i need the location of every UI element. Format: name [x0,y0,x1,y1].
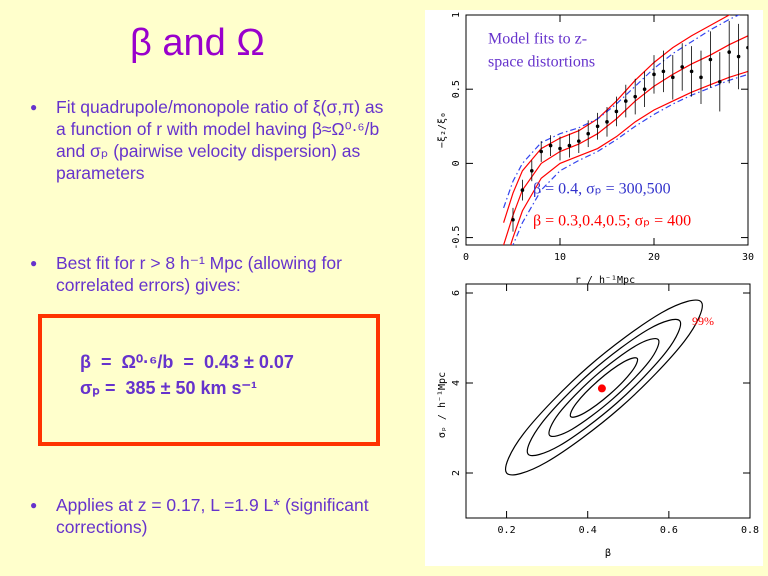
data-point [699,75,703,80]
data-point [567,143,572,148]
bullet-text: Best fit for r > 8 h⁻¹ Mpc (allowing for… [56,253,342,295]
y-tick-label: 0 [451,160,462,166]
chart-panel [425,10,763,566]
plot-area [503,15,748,245]
result-line: β = Ω⁰·⁶/b = 0.43 ± 0.07 [80,352,294,372]
x-tick-label: 10 [554,252,566,263]
bullet: ● Fit quadrupole/monopole ratio of ξ(σ,π)… [30,96,390,184]
x-tick-label: 20 [648,252,660,263]
y-tick-label: -0.5 [451,226,462,250]
y-axis-label: σₚ / h⁻¹Mpc [437,372,448,438]
x-tick-label: 0 [463,252,469,263]
data-point [642,87,647,91]
data-point [746,45,748,50]
best-fit-point [597,384,606,393]
y-tick-label: 6 [451,290,462,296]
data-point [558,146,562,151]
contour [526,318,682,457]
annotation: β = 0.4, σₚ = 300,500 [533,181,671,198]
bullet-text: Fit quadrupole/monopole ratio of ξ(σ,π) … [56,97,384,183]
data-point [689,69,694,74]
x-tick-label: 30 [742,252,754,263]
plot-frame [465,14,749,246]
x-tick-label: 0.6 [660,525,678,536]
bullet-dot: ● [30,100,38,114]
data-point [652,72,656,77]
bullet-dot: ● [30,256,38,270]
slide-title: β and Ω [130,22,265,64]
data-point [671,75,675,80]
bullet: ● Applies at z = 0.17, L =1.9 L* (signifi… [30,494,380,538]
y-tick-label: 4 [451,380,462,386]
data-point [624,99,628,103]
data-point [595,124,600,129]
result-box: β = Ω⁰·⁶/b = 0.43 ± 0.07 σₚ = 385 ± 50 k… [38,314,380,446]
data-point [605,120,609,124]
bullet-dot: ● [30,498,38,512]
data-point [586,131,590,136]
data-point [661,69,666,74]
annotation: 99% [692,314,714,328]
bullet: ● Best fit for r > 8 h⁻¹ Mpc (allowing fo… [30,252,370,296]
data-point [614,109,619,114]
y-axis-label: −ξ₂/ξ₀ [437,112,448,148]
data-point [530,169,534,173]
contour [569,357,639,418]
annotation: Model fits to z- [488,31,587,48]
data-point [539,149,543,154]
annotation: space distortions [488,54,595,71]
x-axis-label: β [605,548,611,559]
result-line: σₚ = 385 ± 50 km s⁻¹ [80,378,257,398]
data-point [548,143,553,148]
data-point [511,217,515,222]
data-point [708,57,713,62]
x-tick-label: 0.4 [579,525,597,536]
x-tick-label: 0.8 [741,525,759,536]
model-curve [503,15,741,209]
model-curve [510,70,748,245]
data-point [520,188,525,192]
model-curve [512,73,748,245]
data-point [727,50,731,54]
y-tick-label: 1 [451,12,462,18]
data-point [633,94,637,99]
y-tick-label: 0.5 [451,80,462,98]
data-point [577,139,581,143]
data-point [680,65,684,69]
bullet-text: Applies at z = 0.17, L =1.9 L* (signific… [56,495,369,537]
data-point [718,79,722,84]
plot-frame [465,283,751,519]
y-tick-label: 2 [451,470,462,476]
annotation: β = 0.3,0.4,0.5; σₚ = 400 [533,213,691,230]
contour [548,337,660,438]
x-axis-label: r / h⁻¹Mpc [575,275,635,286]
contour [505,299,703,476]
x-tick-label: 0.2 [498,525,516,536]
data-point [736,54,741,59]
